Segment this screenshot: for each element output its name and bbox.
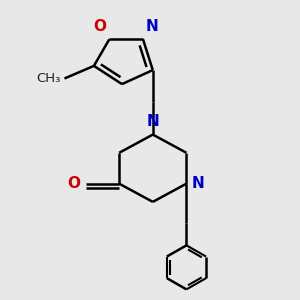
Text: N: N xyxy=(192,176,205,191)
Text: N: N xyxy=(146,19,158,34)
Text: O: O xyxy=(67,176,80,191)
Text: O: O xyxy=(94,19,106,34)
Text: N: N xyxy=(146,114,159,129)
Text: CH₃: CH₃ xyxy=(36,72,60,85)
